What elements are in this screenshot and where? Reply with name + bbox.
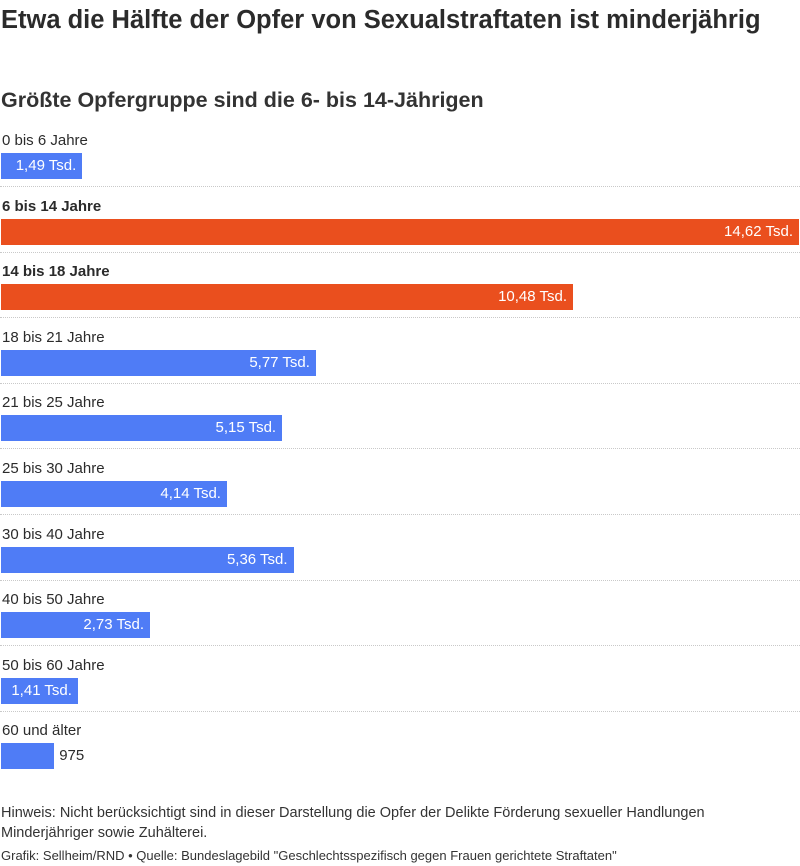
bar-row: 50 bis 60 Jahre 1,41 Tsd.	[0, 653, 800, 719]
category-label: 50 bis 60 Jahre	[2, 656, 105, 674]
category-label: 14 bis 18 Jahre	[2, 263, 110, 281]
bar-row: 30 bis 40 Jahre 5,36 Tsd.	[0, 522, 800, 588]
bar	[1, 612, 150, 639]
bar-row: 18 bis 21 Jahre 5,77 Tsd.	[0, 325, 800, 391]
value-label: 14,62 Tsd.	[724, 222, 793, 240]
value-label: 2,73 Tsd.	[83, 616, 144, 634]
category-label: 60 und älter	[2, 722, 82, 740]
row-divider	[0, 317, 800, 319]
value-label: 10,48 Tsd.	[498, 288, 568, 306]
chart-title: Etwa die Hälfte der Opfer von Sexualstra…	[1, 6, 761, 34]
value-label: 4,14 Tsd.	[160, 485, 221, 502]
bar-chart: 0 bis 6 Jahre 1,49 Tsd. 6 bis 14 Jahre 14,6…	[0, 128, 800, 778]
bar	[1, 743, 55, 770]
category-label: 30 bis 40 Jahre	[2, 525, 105, 543]
row-divider	[0, 710, 800, 712]
bar-row: 25 bis 30 Jahre 4,14 Tsd.	[0, 456, 800, 522]
category-label: 40 bis 50 Jahre	[2, 591, 105, 609]
row-divider	[0, 514, 800, 515]
value-label: 1,41 Tsd.	[11, 681, 72, 699]
bar	[1, 153, 83, 179]
row-divider	[0, 186, 800, 187]
bar	[1, 218, 799, 245]
bar	[1, 481, 227, 507]
bar-row: 14 bis 18 Jahre 10,48 Tsd.	[0, 259, 800, 325]
bar-row: 40 bis 50 Jahre 2,73 Tsd.	[0, 587, 800, 653]
chart-credit: Grafik: Sellheim/RND • Quelle: Bundeslag…	[1, 848, 617, 863]
bar	[1, 677, 78, 704]
row-divider	[0, 579, 800, 581]
bar	[1, 349, 316, 376]
category-label: 25 bis 30 Jahre	[2, 460, 105, 477]
category-label: 21 bis 25 Jahre	[2, 394, 105, 412]
category-label: 0 bis 6 Jahre	[2, 132, 88, 149]
value-label: 5,15 Tsd.	[215, 419, 277, 437]
bar-row: 0 bis 6 Jahre 1,49 Tsd.	[0, 128, 800, 194]
row-divider	[0, 382, 800, 384]
category-label: 6 bis 14 Jahre	[2, 197, 102, 215]
bar-row: 6 bis 14 Jahre 14,62 Tsd.	[0, 194, 800, 260]
value-label: 5,36 Tsd.	[226, 550, 288, 568]
row-divider	[0, 251, 800, 253]
chart-subtitle: Größte Opfergruppe sind die 6- bis 14-Jä…	[1, 88, 484, 112]
bar	[1, 415, 283, 442]
bar-row: 60 und älter 975	[0, 718, 800, 784]
bar	[1, 546, 294, 573]
category-label: 18 bis 21 Jahre	[2, 328, 105, 346]
bar	[1, 284, 574, 311]
value-label: 1,49 Tsd.	[15, 157, 77, 174]
row-divider	[0, 448, 800, 450]
chart-note: Hinweis: Nicht berücksichtigt sind in di…	[1, 805, 705, 841]
value-label: 975	[59, 747, 85, 765]
row-divider	[0, 645, 800, 647]
value-label: 5,77 Tsd.	[249, 353, 310, 371]
bar-row: 21 bis 25 Jahre 5,15 Tsd.	[0, 390, 800, 456]
